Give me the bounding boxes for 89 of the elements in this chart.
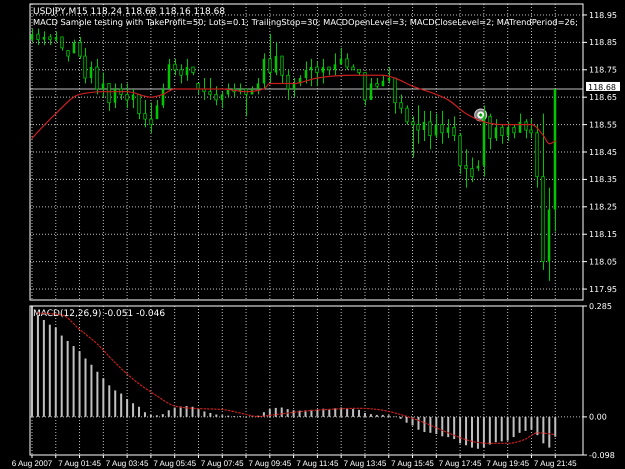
candlestick xyxy=(156,99,158,120)
candlestick xyxy=(452,116,456,142)
candlestick xyxy=(220,91,224,109)
x-tick-label: 7 Aug 05:45 xyxy=(153,459,197,468)
candlestick xyxy=(179,64,183,84)
candlestick xyxy=(208,78,212,100)
candlestick xyxy=(310,58,312,87)
candlestick xyxy=(149,102,153,134)
candlestick xyxy=(399,94,403,114)
x-tick-label: 7 Aug 01:45 xyxy=(58,459,102,468)
line-series xyxy=(31,74,556,144)
candlestick xyxy=(90,61,92,84)
candlestick xyxy=(30,28,34,43)
candlestick xyxy=(83,47,87,84)
candlestick xyxy=(529,118,533,139)
candlestick xyxy=(102,72,104,98)
candlestick xyxy=(375,78,379,90)
x-tick-label: 7 Aug 15:45 xyxy=(391,459,434,468)
candlestick xyxy=(345,52,349,70)
x-tick-label: 7 Aug 03:45 xyxy=(106,459,150,468)
candlestick xyxy=(186,58,188,82)
y-tick-label: 0.285 xyxy=(589,302,612,311)
candlestick xyxy=(422,110,426,142)
candlestick xyxy=(506,121,510,142)
candlestick xyxy=(405,104,409,126)
candlestick xyxy=(36,28,40,46)
candlestick xyxy=(42,30,46,46)
x-tick-label: 7 Aug 17:45 xyxy=(438,459,482,468)
y-tick-label: 0.00 xyxy=(589,412,607,422)
candlestick xyxy=(304,61,308,84)
x-tick-label: 7 Aug 07:45 xyxy=(200,459,244,468)
candlestick xyxy=(500,124,504,144)
candlestick xyxy=(280,56,284,84)
x-tick-label: 7 Aug 11:45 xyxy=(296,459,340,468)
candlestick xyxy=(416,104,420,144)
candlestick xyxy=(173,58,177,76)
ref-line-label: 118.68 xyxy=(588,82,616,92)
candlestick xyxy=(54,30,58,43)
y-tick-label: 118.35 xyxy=(589,175,617,184)
candlestick xyxy=(60,36,64,52)
y-tick-label: 118.45 xyxy=(589,148,617,157)
x-tick-label: 6 Aug 2007 xyxy=(12,459,53,468)
candlestick xyxy=(476,160,480,172)
candlestick xyxy=(518,113,522,134)
candlestick xyxy=(440,110,444,144)
candlestick xyxy=(428,110,432,150)
candlestick xyxy=(214,86,218,106)
chart-title: USDJPY,M15 118.24 118.68 118.16 118.68 xyxy=(33,7,226,17)
y-tick-label: 117.95 xyxy=(589,284,617,294)
candlestick xyxy=(95,58,99,95)
y-tick-label: 118.25 xyxy=(589,202,617,212)
candlestick xyxy=(256,78,260,95)
candlestick xyxy=(512,124,516,139)
y-tick-label: -0.098 xyxy=(589,450,615,460)
candlestick xyxy=(132,88,134,109)
y-tick-label: 118.95 xyxy=(589,10,617,20)
y-tick-label: 118.05 xyxy=(589,257,617,266)
candlestick xyxy=(340,47,342,65)
y-tick-label: 118.65 xyxy=(589,92,617,102)
candlestick xyxy=(411,116,415,158)
candlestick xyxy=(470,156,474,183)
candlestick xyxy=(143,99,147,128)
candlestick xyxy=(292,78,296,98)
x-tick-label: 7 Aug 19:45 xyxy=(486,459,530,468)
candlestick xyxy=(72,39,76,54)
candlestick xyxy=(66,50,70,62)
candlestick xyxy=(370,78,372,100)
candlestick xyxy=(334,52,336,76)
y-tick-label: 118.75 xyxy=(589,66,617,75)
x-tick-label: 7 Aug 21:45 xyxy=(534,459,578,468)
candlestick xyxy=(274,42,278,76)
candlestick xyxy=(315,61,319,87)
x-tick-label: 7 Aug 13:45 xyxy=(344,459,387,468)
candlestick xyxy=(494,118,498,142)
text: MACD Sample testing with TakeProfit=50; Lots=0.1; TrailingStop=30; MACDOpenLevel=3; MACDCloseLevel=2; MATrendPeriod=26; xyxy=(33,17,578,27)
candlestick xyxy=(162,82,164,109)
candlestick xyxy=(388,66,390,84)
y-tick-label: 118.55 xyxy=(589,120,617,130)
y-tick-label: 118.15 xyxy=(589,230,617,240)
candlestick xyxy=(434,113,438,139)
candlestick xyxy=(322,58,324,84)
candlestick xyxy=(48,34,52,46)
candlestick xyxy=(446,118,450,139)
candlestick xyxy=(464,148,468,188)
candlestick xyxy=(268,34,272,84)
candlestick xyxy=(78,36,82,60)
y-tick-label: 118.85 xyxy=(589,38,617,48)
x-tick-label: 7 Aug 09:45 xyxy=(248,459,292,468)
candlestick xyxy=(125,82,129,109)
